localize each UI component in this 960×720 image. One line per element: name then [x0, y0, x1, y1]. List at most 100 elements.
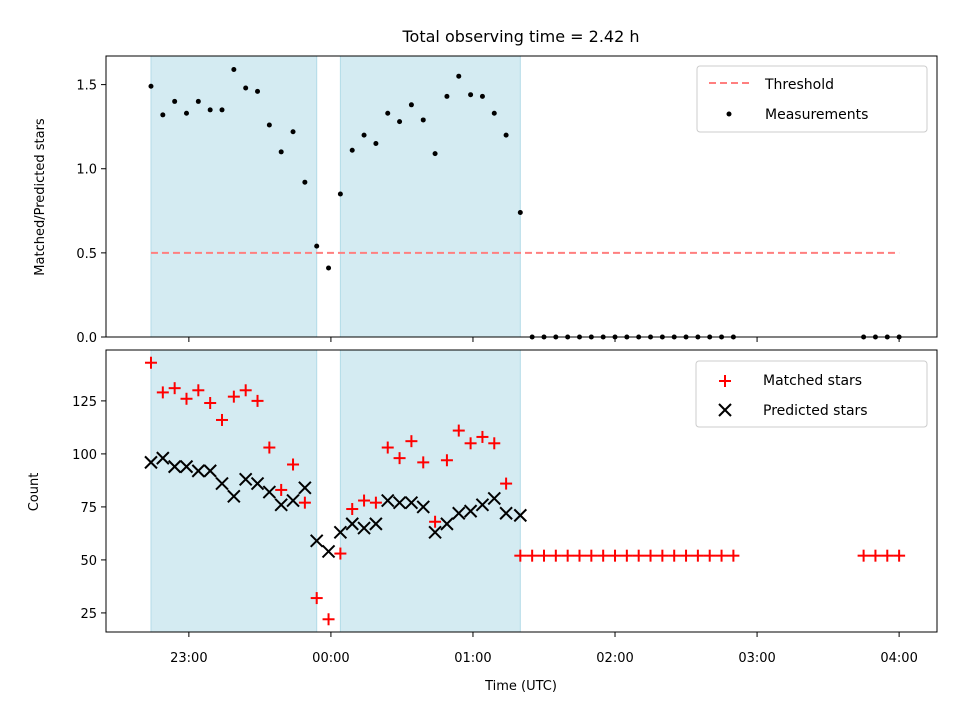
matched-star-point: [393, 452, 406, 465]
matched-star-point: [500, 477, 513, 490]
matched-star-point: [263, 441, 276, 454]
predicted-star-point: [167, 459, 182, 474]
matched-star-point: [429, 515, 442, 528]
matched-star-point: [287, 458, 300, 471]
predicted-star-point: [191, 464, 206, 478]
count-points: [144, 356, 906, 626]
predicted-star-point: [286, 493, 300, 508]
predicted-star-point: [499, 506, 513, 520]
predicted-star-point: [310, 534, 324, 548]
top-y-ticks: 0.0 0.5 1.0 1.5: [76, 79, 106, 346]
measurement-point: [456, 73, 462, 79]
predicted-star-point: [428, 525, 442, 540]
matched-star-point: [405, 435, 418, 448]
matched-star-point: [514, 549, 527, 562]
predicted-star-point: [238, 472, 253, 487]
matched-star-point: [691, 549, 704, 562]
matched-star-point: [275, 483, 288, 496]
matched-star-point: [549, 549, 562, 562]
x-tick-label: 01:00: [454, 651, 491, 666]
predicted-star-point: [416, 500, 430, 514]
top-y-tick-label: 1.5: [76, 79, 97, 94]
x-tick-label: 02:00: [596, 651, 633, 666]
matched-star-point: [440, 454, 453, 467]
predicted-star-point: [227, 489, 241, 504]
legend-matched-swatch: [719, 375, 731, 387]
predicted-star-point: [262, 485, 277, 499]
measurement-point: [160, 112, 166, 118]
bottom-legend: Matched stars Predicted stars: [695, 360, 928, 428]
bottom-plot-frame: [105, 349, 938, 633]
predicted-star-point: [513, 508, 528, 523]
matched-star-point: [537, 549, 550, 562]
measurement-point: [243, 85, 249, 91]
predicted-star-point: [357, 521, 371, 535]
predicted-star-point: [274, 498, 288, 512]
matched-star-point: [417, 456, 430, 469]
matched-star-point: [322, 613, 335, 626]
measurement-point: [172, 98, 178, 104]
bottom-shaded-interval-2: [339, 349, 521, 633]
measurement-point: [503, 132, 509, 138]
measurement-point: [314, 243, 320, 249]
x-tick-label: 03:00: [738, 651, 775, 666]
matched-star-point: [881, 549, 894, 562]
matched-star-point: [227, 390, 240, 403]
legend-measurements-label: Measurements: [765, 107, 868, 123]
legend-threshold-label: Threshold: [764, 77, 834, 93]
matched-star-point: [585, 549, 598, 562]
measurement-point: [219, 107, 225, 113]
matched-star-point: [597, 549, 610, 562]
matched-star-point: [561, 549, 574, 562]
measurement-point: [373, 140, 379, 146]
matched-star-point: [369, 496, 382, 509]
top-x-ticks: [188, 337, 900, 342]
matched-star-point: [893, 549, 906, 562]
predicted-star-point: [156, 451, 170, 465]
measurement-point: [337, 191, 343, 197]
predicted-star-point: [404, 495, 419, 510]
measurement-point: [148, 83, 154, 89]
bottom-y-ticks: 25 50 75 100 125: [72, 395, 106, 622]
matched-star-point: [334, 547, 347, 560]
top-legend: Threshold Measurements: [696, 65, 928, 133]
predicted-star-point: [440, 517, 454, 531]
matched-star-point: [869, 549, 882, 562]
x-tick-label: 23:00: [170, 651, 207, 666]
measurement-point: [195, 98, 201, 104]
top-plot-frame: [105, 55, 938, 338]
bottom-legend-box: [695, 360, 928, 428]
matched-star-point: [358, 494, 371, 507]
matched-star-point: [656, 549, 669, 562]
matched-star-point: [310, 592, 323, 605]
matched-star-point: [526, 549, 539, 562]
predicted-star-point: [215, 476, 229, 491]
matched-star-point: [464, 437, 477, 450]
top-y-axis-label: Matched/Predicted stars: [33, 118, 48, 276]
measurement-point: [491, 110, 497, 116]
bottom-y-axis-label: Count: [27, 473, 42, 512]
predicted-star-point: [475, 498, 490, 512]
predicted-star-point: [345, 517, 359, 531]
matched-star-point: [620, 549, 633, 562]
matched-star-point: [609, 549, 622, 562]
x-tick-label: 00:00: [312, 651, 349, 666]
matched-star-point: [381, 441, 394, 454]
measurement-point: [266, 122, 272, 128]
bottom-y-tick-label: 50: [80, 554, 97, 569]
predicted-star-point: [381, 493, 395, 508]
matched-star-point: [727, 549, 740, 562]
predicted-star-point: [487, 491, 501, 506]
matched-star-point: [239, 384, 252, 397]
measurement-point: [349, 147, 355, 153]
measurement-point: [408, 102, 414, 108]
matched-star-point: [298, 496, 311, 509]
bottom-panel: 25 50 75 100 125 23:00 00:00 01:00 02:00 03:00 04…: [27, 349, 938, 694]
legend-matched-label: Matched stars: [763, 373, 862, 389]
measurement-point: [479, 93, 485, 99]
predicted-star-point: [333, 525, 348, 540]
matched-star-point: [346, 503, 359, 516]
chart-title: Total observing time = 2.42 h: [401, 27, 639, 46]
predicted-star-point: [250, 476, 265, 491]
